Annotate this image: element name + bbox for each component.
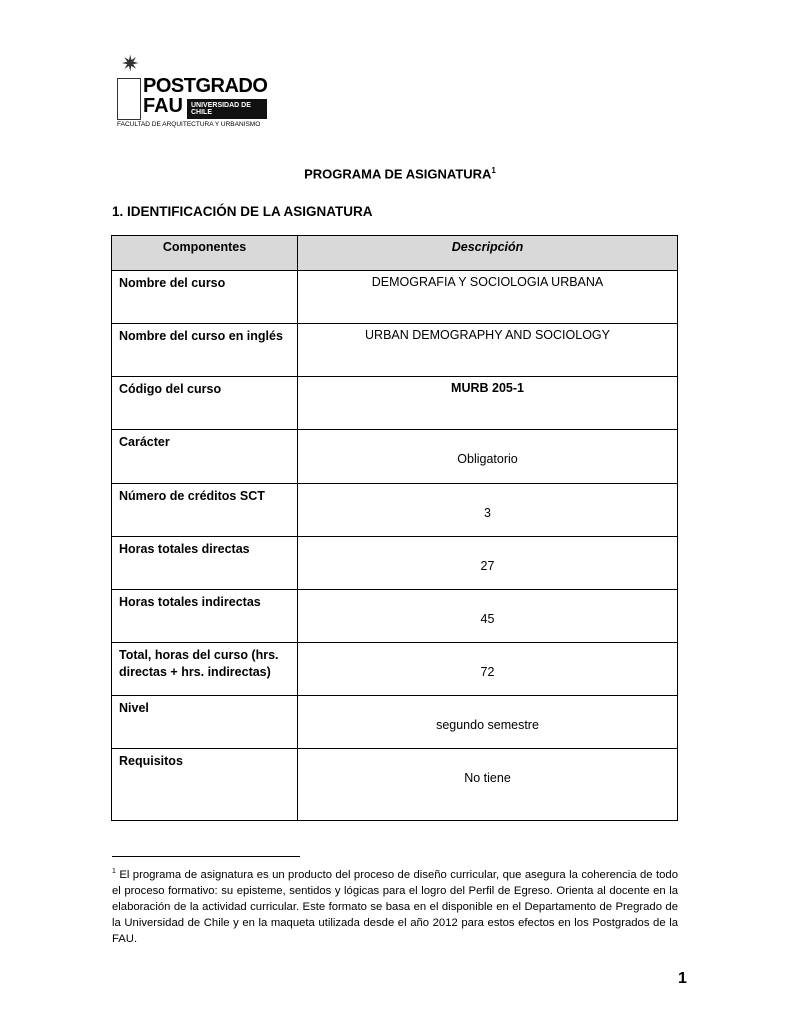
row-label: Nombre del curso bbox=[111, 270, 298, 324]
footnote: 1 El programa de asignatura es un produc… bbox=[112, 864, 678, 947]
header-componentes: Componentes bbox=[111, 235, 298, 271]
row-value: 45 bbox=[297, 589, 678, 643]
row-value: segundo semestre bbox=[297, 695, 678, 749]
table-row: Código del curso MURB 205-1 bbox=[111, 376, 678, 430]
row-label: Horas totales directas bbox=[111, 536, 298, 590]
row-value: DEMOGRAFIA Y SOCIOLOGIA URBANA bbox=[297, 270, 678, 324]
course-info-table: Componentes Descripción Nombre del curso… bbox=[111, 235, 678, 821]
table-row: Nombre del curso DEMOGRAFIA Y SOCIOLOGIA … bbox=[111, 270, 678, 324]
document-title: PROGRAMA DE ASIGNATURA1 bbox=[0, 166, 800, 181]
header-descripcion: Descripción bbox=[297, 235, 678, 271]
row-value: Obligatorio bbox=[297, 429, 678, 484]
logo-text-fau: FAU bbox=[143, 95, 183, 117]
page-number: 1 bbox=[678, 970, 687, 987]
row-label: Nivel bbox=[111, 695, 298, 749]
row-label: Número de créditos SCT bbox=[111, 483, 298, 537]
row-label: Carácter bbox=[111, 429, 298, 484]
row-value: 27 bbox=[297, 536, 678, 590]
footnote-number: 1 bbox=[112, 868, 116, 875]
table-row: Total, horas del curso (hrs. directas + … bbox=[111, 642, 678, 696]
logo-badge: UNIVERSIDAD DE CHILE bbox=[187, 99, 267, 119]
row-value: MURB 205-1 bbox=[297, 376, 678, 430]
table-row: Horas totales directas 27 bbox=[111, 536, 678, 590]
row-label: Nombre del curso en inglés bbox=[111, 323, 298, 377]
footnote-text: El programa de asignatura es un producto… bbox=[112, 868, 678, 945]
table-row: Número de créditos SCT 3 bbox=[111, 483, 678, 537]
logo-subtitle: FACULTAD DE ARQUITECTURA Y URBANISMO bbox=[117, 121, 261, 128]
row-label: Código del curso bbox=[111, 376, 298, 430]
table-row: Requisitos No tiene bbox=[111, 748, 678, 821]
star-emblem-icon: ✷ bbox=[121, 51, 140, 76]
table-row: Horas totales indirectas 45 bbox=[111, 589, 678, 643]
row-label: Requisitos bbox=[111, 748, 298, 821]
footnote-ref: 1 bbox=[491, 166, 496, 175]
row-value: No tiene bbox=[297, 748, 678, 821]
table-row: Carácter Obligatorio bbox=[111, 429, 678, 484]
table-row: Nombre del curso en inglés URBAN DEMOGRAP… bbox=[111, 323, 678, 377]
section-heading: 1. IDENTIFICACIÓN DE LA ASIGNATURA bbox=[112, 204, 373, 219]
title-text: PROGRAMA DE ASIGNATURA bbox=[304, 166, 492, 182]
row-label: Total, horas del curso (hrs. directas + … bbox=[111, 642, 298, 696]
table-row: Nivel segundo semestre bbox=[111, 695, 678, 749]
row-label: Horas totales indirectas bbox=[111, 589, 298, 643]
row-value: 72 bbox=[297, 642, 678, 696]
university-shield-icon bbox=[117, 78, 141, 120]
logo-text: POSTGRADO bbox=[143, 75, 268, 97]
postgrado-fau-logo: ✷ POSTGRADO FAU UNIVERSIDAD DE CHILE FAC… bbox=[117, 50, 268, 130]
row-value: 3 bbox=[297, 483, 678, 537]
footnote-separator bbox=[112, 856, 300, 857]
row-value: URBAN DEMOGRAPHY AND SOCIOLOGY bbox=[297, 323, 678, 377]
